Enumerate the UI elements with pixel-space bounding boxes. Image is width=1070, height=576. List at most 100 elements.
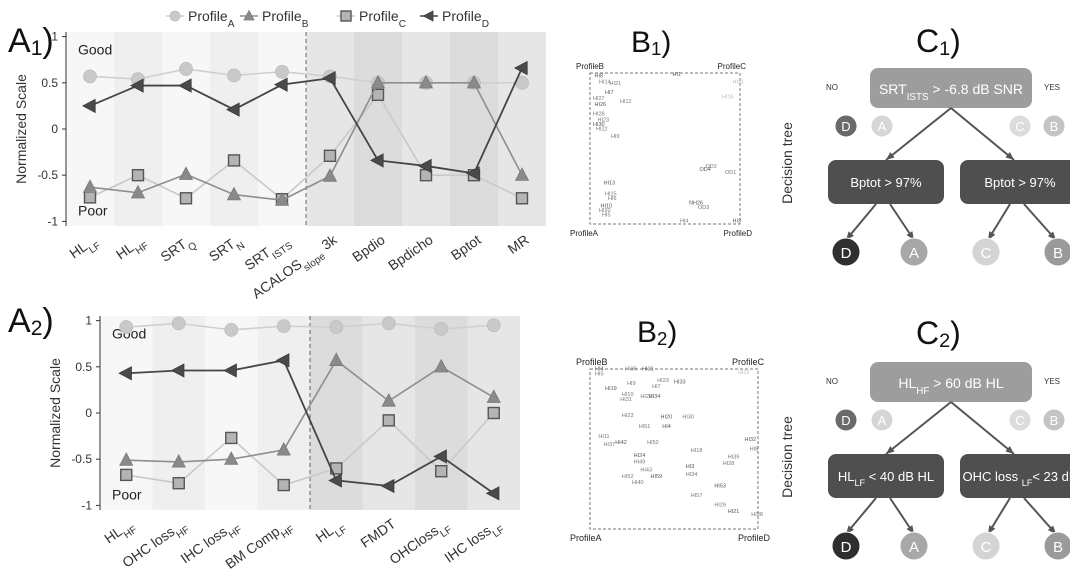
- map-point-label: HI14: [599, 80, 611, 86]
- point-b: [370, 74, 386, 89]
- point-a: [171, 316, 186, 331]
- x-tick-label: FMDT: [357, 515, 398, 551]
- map-point-label: HI26: [595, 102, 607, 108]
- x-tick-label: ACALOSslope 3k: [249, 231, 344, 306]
- leaf-circle-text: B: [1053, 245, 1063, 262]
- category-band: [450, 32, 498, 226]
- profile-circle-c: [1008, 114, 1032, 138]
- x-tick-label: Bptot: [448, 231, 484, 263]
- profile-circle-text: B: [1050, 413, 1059, 428]
- legend-marker-b: [243, 9, 255, 21]
- right-condition: OHC loss LF< 23 dB: [962, 469, 1070, 488]
- map-point-label: HI4: [595, 367, 604, 373]
- map-point-label: HI5: [602, 212, 611, 218]
- map-point-label: HI32: [745, 437, 757, 443]
- point-a: [381, 316, 396, 331]
- point-c: [83, 191, 97, 204]
- category-band: [415, 316, 468, 510]
- corner-bottom-left: ProfileA: [570, 229, 599, 238]
- point-b: [130, 184, 146, 199]
- root-node: [870, 362, 1032, 402]
- corner-top-right: ProfileC: [732, 357, 765, 367]
- point-b: [171, 453, 186, 468]
- point-a: [329, 320, 344, 334]
- profile-circle-c: [1008, 408, 1032, 432]
- point-a: [434, 322, 449, 336]
- root-condition: HLHF > 60 dB HL: [898, 375, 1004, 397]
- y-tick-label: 0.5: [75, 360, 92, 374]
- profile-circle-d: [834, 408, 858, 432]
- category-band: [306, 32, 354, 226]
- map-point-label: HI23: [657, 378, 669, 384]
- map-point-label: HI34: [649, 394, 661, 400]
- leaf-circle-text: B: [1053, 539, 1063, 556]
- legend-marker-a: [169, 10, 181, 22]
- map-point-label: HI39: [728, 455, 740, 461]
- map-point-label: HI19: [605, 386, 617, 392]
- tree-c1: Decision tree NO YES SRTISTS > -6.8 dB SNR D…: [779, 68, 1070, 267]
- map-point-label: HI31: [733, 80, 745, 86]
- panel-label-b1: B1): [631, 26, 671, 59]
- legend-marker-c: [340, 10, 352, 22]
- right-node: [960, 454, 1070, 498]
- map-point-label: HI22: [640, 394, 652, 400]
- point-b: [274, 192, 290, 206]
- series-line-d: [126, 359, 495, 495]
- series-line-b: [126, 359, 495, 463]
- map-point-label: HI28: [723, 461, 735, 467]
- corner-top-left: ProfileB: [576, 357, 608, 367]
- right-node: [960, 160, 1070, 204]
- map-point-label: HI1: [673, 72, 682, 78]
- leaf-circle-c: [971, 531, 1001, 561]
- point-d: [223, 363, 237, 378]
- point-b: [119, 452, 134, 466]
- root-node: [870, 68, 1032, 108]
- map-point-label: HI10: [622, 392, 634, 398]
- profile-circle-b: [1042, 114, 1066, 138]
- map-point-label: HI53: [714, 483, 726, 489]
- left-node: [828, 454, 944, 498]
- profile-circle-text: C: [1015, 413, 1024, 428]
- leaf-circle-text: D: [841, 245, 852, 262]
- series-line-d: [89, 67, 523, 175]
- x-tick-label: HLHF: [113, 231, 151, 267]
- leaf-circle-b: [1043, 237, 1070, 267]
- point-c: [277, 478, 290, 492]
- map-point-label: HI57: [691, 493, 703, 499]
- point-a: [179, 62, 193, 76]
- point-b: [322, 168, 338, 182]
- map-point-label: HI33: [674, 379, 686, 385]
- x-tick-label: HLHF: [101, 515, 139, 551]
- profile-circle-text: D: [841, 413, 850, 428]
- y-tick-label: 0: [85, 406, 92, 420]
- leaf-circle-c: [971, 237, 1001, 267]
- point-d: [129, 78, 144, 93]
- panel-label-a2: A2): [8, 302, 54, 340]
- leaf-circle-text: C: [981, 245, 992, 262]
- point-d: [177, 78, 192, 93]
- poor-label: Poor: [112, 487, 142, 503]
- branch-line: [885, 401, 952, 455]
- point-c: [120, 468, 133, 482]
- point-d: [513, 60, 528, 76]
- poor-label: Poor: [78, 203, 108, 219]
- point-c: [382, 414, 395, 427]
- x-tick-label: Bpdicho: [385, 231, 436, 273]
- point-c: [323, 149, 337, 162]
- good-label: Good: [78, 41, 112, 57]
- map-point-label: OD3: [698, 205, 709, 211]
- arrow-head: [988, 525, 996, 534]
- map-point-label: HI51: [639, 424, 651, 430]
- map-point-label: HI42: [615, 440, 627, 446]
- root-condition: SRTISTS > -6.8 dB SNR: [879, 81, 1023, 103]
- left-condition: Bptot > 97%: [850, 175, 922, 190]
- point-d: [321, 71, 336, 86]
- point-d: [369, 153, 384, 168]
- point-b: [466, 74, 482, 89]
- y-tick-label: 0.5: [41, 76, 58, 90]
- map-frame: [589, 368, 759, 530]
- point-c: [172, 477, 185, 490]
- x-tick-label: BM CompHF: [222, 515, 296, 576]
